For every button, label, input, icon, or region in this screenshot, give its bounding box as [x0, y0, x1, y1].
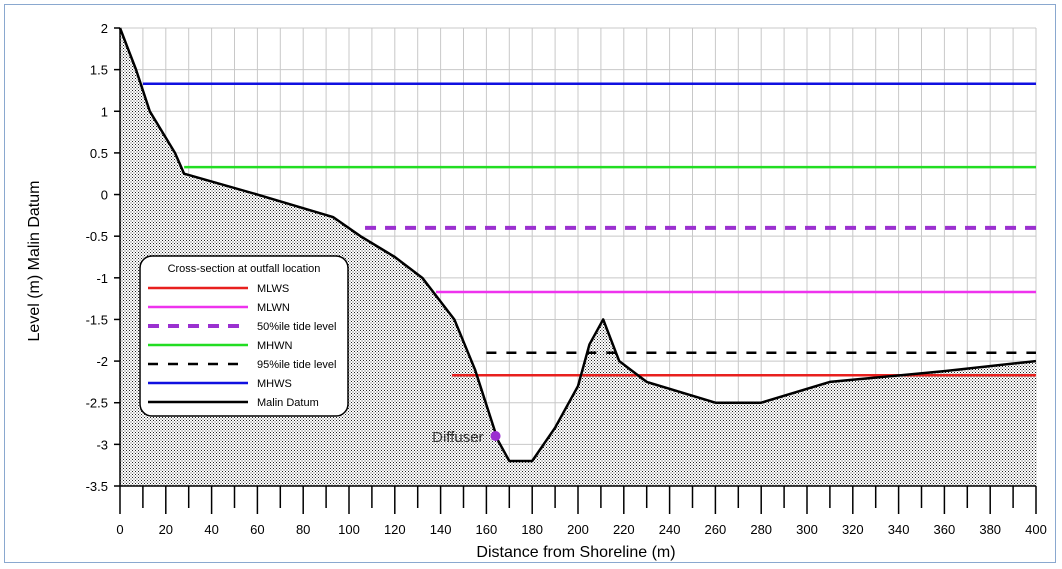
x-tick-label: 160 — [476, 522, 498, 537]
legend-label: MLWN — [257, 302, 290, 314]
x-tick-label: 20 — [159, 522, 173, 537]
x-tick-label: 220 — [613, 522, 635, 537]
x-tick-label: 140 — [430, 522, 452, 537]
y-tick-label: -2.5 — [86, 396, 108, 411]
seabed-area — [120, 28, 1036, 486]
x-tick-label: 80 — [296, 522, 310, 537]
x-axis-title: Distance from Shoreline (m) — [476, 544, 675, 561]
x-tick-label: 300 — [796, 522, 818, 537]
legend-label: MHWN — [257, 340, 292, 352]
legend-label: MLWS — [257, 283, 289, 295]
y-tick-label: 2 — [101, 21, 108, 36]
y-tick-label: 1.5 — [90, 63, 108, 78]
diffuser-label: Diffuser — [432, 429, 483, 446]
series-layer — [118, 27, 1037, 463]
x-tick-label: 380 — [979, 522, 1001, 537]
legend-label: Malin Datum — [257, 397, 319, 409]
x-tick-label: 0 — [116, 522, 123, 537]
legend-label: 95%ile tide level — [257, 359, 337, 371]
x-tick-label: 260 — [705, 522, 727, 537]
legend-label: 50%ile tide level — [257, 321, 337, 333]
legend-title: Cross-section at outfall location — [168, 263, 321, 275]
y-tick-label: -2 — [96, 354, 108, 369]
x-tick-label: 280 — [750, 522, 772, 537]
x-tick-label: 120 — [384, 522, 406, 537]
annotations: Diffuser — [432, 429, 501, 446]
seabed-fill — [120, 28, 1036, 486]
x-tick-label: 40 — [204, 522, 218, 537]
axes: 0 20 40 60 80 100 120 140 160 180 200 220 240 260 280 3… — [26, 21, 1047, 561]
y-tick-label: -1.5 — [86, 312, 108, 327]
x-tick-label: 60 — [250, 522, 264, 537]
x-tick-label: 400 — [1025, 522, 1047, 537]
y-tick-label: 1 — [101, 104, 108, 119]
x-tick-label: 200 — [567, 522, 589, 537]
x-tick-label: 340 — [888, 522, 910, 537]
x-tick-label: 100 — [338, 522, 360, 537]
x-tick-label: 240 — [659, 522, 681, 537]
y-tick-label: -3.5 — [86, 479, 108, 494]
legend-box — [139, 255, 349, 417]
diffuser-marker — [490, 431, 501, 442]
x-tick-label: 320 — [842, 522, 864, 537]
y-tick-label: -0.5 — [86, 229, 108, 244]
y-tick-label: -1 — [96, 271, 108, 286]
y-tick-label: 0 — [101, 188, 108, 203]
y-tick-label: -3 — [96, 437, 108, 452]
series-line-malin-datum — [118, 27, 1037, 463]
y-axis-title: Level (m) Malin Datum — [26, 181, 43, 342]
y-tick-label: 0.5 — [90, 146, 108, 161]
x-tick-label: 180 — [521, 522, 543, 537]
legend-label: MHWS — [257, 378, 292, 390]
legend: Cross-section at outfall location MLWS MLW… — [139, 255, 349, 417]
x-tick-label: 360 — [934, 522, 956, 537]
